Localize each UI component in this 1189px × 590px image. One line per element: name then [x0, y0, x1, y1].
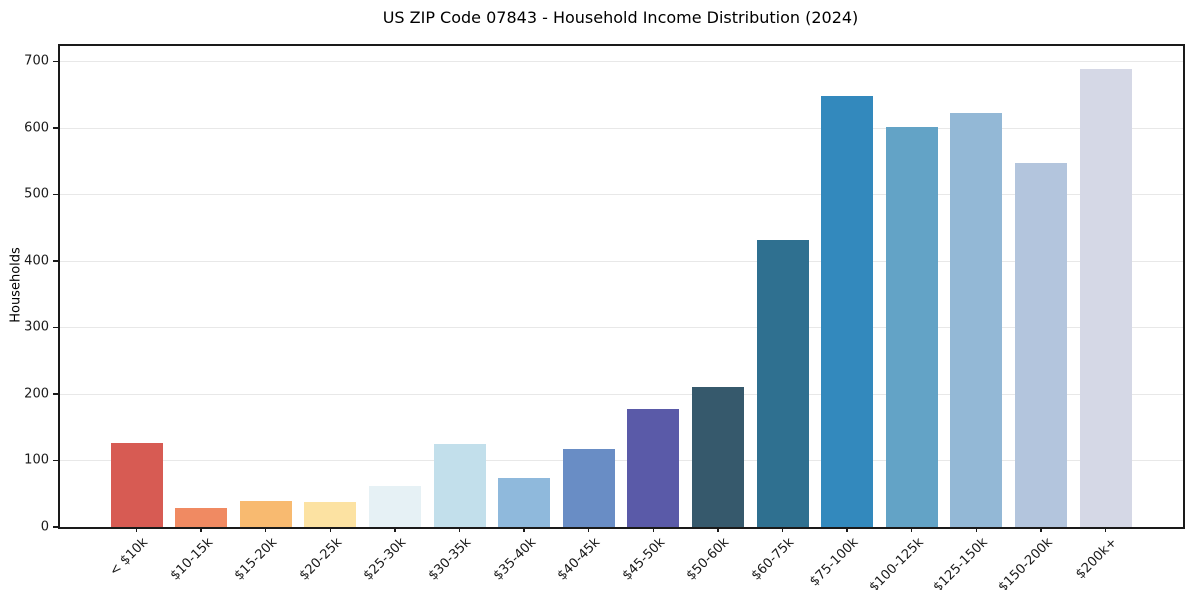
x-tick-mark	[458, 527, 461, 532]
bar	[175, 508, 228, 527]
x-tick-label: $40-45k	[554, 535, 604, 584]
x-tick-label: $100-125k	[866, 535, 927, 590]
x-tick-mark	[717, 527, 719, 532]
x-tick-label: $30-35k	[425, 535, 475, 584]
bar	[756, 240, 809, 527]
y-tick-label: 300	[24, 319, 49, 335]
y-tick-label: 0	[40, 519, 49, 535]
x-tick-mark	[523, 527, 525, 532]
bar	[239, 501, 292, 527]
y-tick-mark	[53, 459, 58, 462]
x-tick-mark	[846, 527, 848, 532]
y-tick-mark	[53, 326, 58, 329]
bar	[821, 95, 874, 527]
x-tick-mark	[264, 527, 267, 532]
y-tick-label: 500	[24, 186, 49, 202]
x-tick-mark	[394, 527, 396, 532]
bar	[110, 443, 163, 527]
x-tick-label: $125-150k	[930, 535, 991, 590]
x-tick-mark	[652, 527, 655, 532]
gridline	[60, 393, 1183, 395]
x-tick-label: $60-75k	[748, 535, 798, 584]
gridline	[60, 460, 1183, 462]
x-tick-mark	[135, 527, 138, 532]
gridline	[60, 327, 1183, 329]
bar	[433, 443, 486, 527]
gridline	[60, 127, 1183, 129]
x-tick-mark	[587, 527, 590, 532]
bar	[1079, 69, 1132, 527]
chart-title: US ZIP Code 07843 - Household Income Dis…	[382, 8, 859, 27]
y-tick-label: 600	[24, 120, 49, 136]
x-tick-label: $25-30k	[361, 535, 410, 584]
bar	[691, 387, 744, 527]
bar	[562, 449, 615, 527]
y-tick-mark	[53, 393, 58, 395]
y-tick-label: 400	[24, 253, 49, 269]
x-tick-label: < $10k	[107, 535, 152, 580]
y-tick-mark	[53, 526, 58, 528]
x-tick-label: $45-50k	[619, 535, 668, 584]
bar	[368, 485, 421, 527]
x-tick-label: $15-20k	[231, 535, 281, 584]
plot-area	[58, 44, 1185, 529]
x-tick-label: $75-100k	[807, 535, 862, 590]
bar	[498, 478, 551, 527]
x-tick-mark	[781, 527, 784, 532]
x-tick-label: $150-200k	[995, 535, 1056, 590]
gridline	[60, 194, 1183, 196]
bar	[1014, 163, 1067, 527]
y-tick-mark	[53, 127, 58, 129]
x-tick-mark	[910, 527, 913, 532]
bar	[627, 408, 680, 527]
bar	[885, 126, 938, 527]
y-tick-label: 700	[24, 53, 49, 69]
y-tick-label: 100	[24, 452, 49, 468]
x-tick-label: $20-25k	[296, 535, 345, 584]
y-tick-label: 200	[24, 386, 49, 402]
x-tick-mark	[329, 527, 332, 532]
x-tick-mark	[1104, 527, 1107, 532]
y-tick-mark	[53, 260, 58, 262]
bar	[950, 113, 1003, 527]
y-tick-mark	[53, 193, 58, 196]
x-tick-mark	[200, 527, 202, 532]
x-tick-label: $50-60k	[684, 535, 733, 584]
x-tick-label: $200k+	[1073, 535, 1121, 583]
bar	[304, 501, 357, 527]
gridline	[60, 61, 1183, 63]
x-tick-label: $35-40k	[490, 535, 539, 584]
y-tick-mark	[53, 60, 58, 63]
x-tick-mark	[975, 527, 978, 532]
gridline	[60, 260, 1183, 262]
x-tick-label: $10-15k	[167, 535, 216, 584]
x-tick-mark	[1040, 527, 1042, 532]
